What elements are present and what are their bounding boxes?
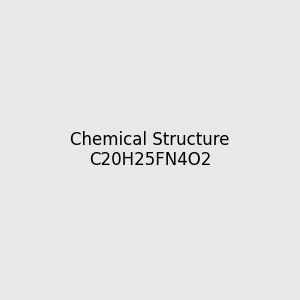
Text: Chemical Structure
C20H25FN4O2: Chemical Structure C20H25FN4O2 — [70, 130, 230, 170]
